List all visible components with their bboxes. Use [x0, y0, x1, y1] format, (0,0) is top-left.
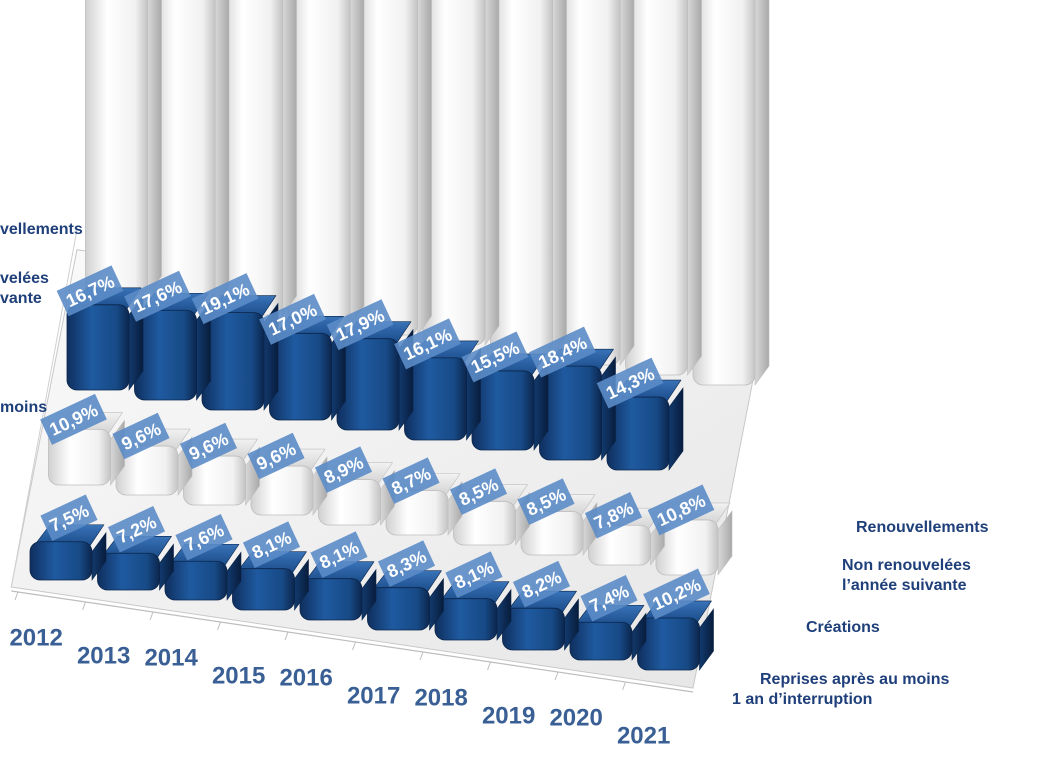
x-tick-label-2017: 2017 [347, 683, 400, 710]
bar-renouvellements-2012 [85, 0, 162, 296]
data-label-reprises-apres-au-moins-1-an-d-interruption-2019: 8,2% [512, 560, 571, 608]
bar-renouvellements-2016 [355, 0, 432, 336]
bar-renouvellements-2020 [625, 0, 702, 376]
x-tick-2014 [149, 611, 154, 621]
x-tick-2019 [487, 661, 491, 671]
x-tick-2012 [14, 591, 19, 601]
x-tick-2017 [352, 641, 356, 651]
bar-reprises-apres-au-moins-1-an-d-interruption-2017 [367, 570, 444, 631]
bar-renouvellements-2014 [220, 0, 297, 316]
bar-reprises-apres-au-moins-1-an-d-interruption-2018 [434, 581, 512, 641]
x-tick-2015 [217, 621, 221, 631]
left-row-label-velees-vante: velées vante [0, 270, 49, 307]
row-label-renouvellements: Renouvellements [856, 519, 989, 536]
x-tick-label-2015: 2015 [212, 663, 265, 690]
x-tick-label-2021: 2021 [617, 723, 670, 750]
bar-renouvellements-2013 [152, 0, 230, 306]
bar-reprises-apres-au-moins-1-an-d-interruption-2016 [299, 561, 377, 621]
x-axis-line [11, 590, 694, 693]
x-tick-label-2019: 2019 [482, 703, 535, 730]
x-tick-label-2016: 2016 [279, 665, 332, 692]
bar-renouvellements-2015 [287, 0, 365, 326]
x-tick-2020 [554, 671, 559, 681]
x-tick-label-2012: 2012 [9, 625, 62, 652]
x-tick-2016 [284, 631, 289, 641]
bar-renouvellements-2018 [490, 0, 567, 356]
row-label-creations: Créations [806, 619, 880, 636]
bar-renouvellements-2017 [422, 0, 500, 346]
x-tick-label-2014: 2014 [144, 645, 198, 672]
data-label-non-renouvelees-l-annee-suivante-2014: 19,1% [191, 273, 259, 325]
x-tick-2018 [419, 651, 424, 661]
x-tick-label-2020: 2020 [549, 705, 602, 732]
axis-layer: 2012 2013 2014 2015 2016 2017 2018 2019 2020 2021… [0, 221, 989, 750]
x-tick-label-2013: 2013 [77, 643, 130, 670]
bar-reprises-apres-au-moins-1-an-d-interruption-2014 [164, 543, 242, 601]
x-tick-label-2018: 2018 [414, 685, 467, 712]
x-tick-2021 [622, 681, 626, 691]
row-label-reprises-apres-au-moins-1-an-d-interruption: Reprises après au moins 1 an d’interrupti… [732, 671, 950, 708]
left-row-label-moins: moins [0, 399, 47, 416]
bar-reprises-apres-au-moins-1-an-d-interruption-2020 [569, 604, 647, 661]
data-label-creations-2013: 9,6% [112, 412, 170, 460]
data-label-reprises-apres-au-moins-1-an-d-interruption-2015: 8,1% [242, 521, 301, 568]
left-row-label-vellements: vellements [0, 221, 83, 238]
row-label-non-renouvelees-l-annee-suivante: Non renouvelées l’année suivante [842, 557, 971, 594]
bar-renouvellements-2021 [692, 0, 770, 386]
x-tick-2013 [82, 601, 86, 611]
bar-renouvellements-2019 [557, 0, 635, 366]
